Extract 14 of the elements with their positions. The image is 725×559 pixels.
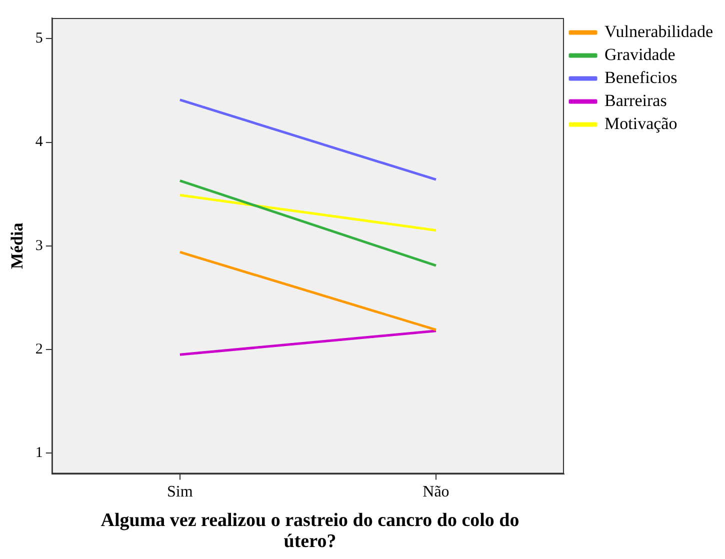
- y-tick-label: 3: [35, 238, 43, 254]
- legend-label: Motivação: [604, 114, 678, 133]
- x-axis-title: Alguma vez realizou o rastreio do cancro do colo do útero?: [100, 510, 520, 552]
- y-axis-title: Média: [8, 222, 27, 270]
- y-tick-label: 5: [35, 30, 43, 47]
- legend-label: Barreiras: [604, 90, 667, 110]
- y-tick-label: 1: [35, 445, 43, 462]
- x-tick-label: Sim: [167, 484, 194, 501]
- x-tick-label: Não: [422, 484, 450, 501]
- legend-label: Vulnerabilidade: [604, 22, 714, 41]
- legend-label: Gravidade: [604, 44, 676, 64]
- y-tick-label: 2: [35, 341, 43, 358]
- legend-label: Beneficios: [604, 68, 678, 87]
- y-tick-label: 4: [35, 134, 44, 150]
